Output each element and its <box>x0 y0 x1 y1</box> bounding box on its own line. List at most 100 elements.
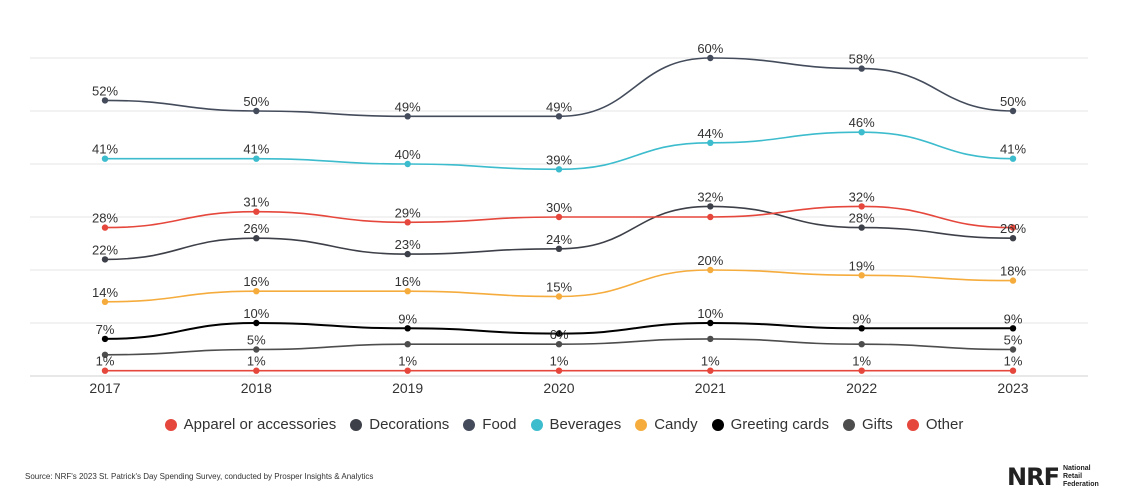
data-label-food: 58% <box>849 52 875 67</box>
nrf-logo: NRF National Retail Federation <box>1007 463 1099 491</box>
data-point-food <box>707 54 714 62</box>
data-label-greeting-cards: 9% <box>398 311 417 326</box>
data-label-greeting-cards: 7% <box>96 322 115 337</box>
x-tick-label: 2021 <box>695 380 726 396</box>
data-label-food: 52% <box>92 83 118 98</box>
legend: Apparel or accessories Decorations Food Bev… <box>0 416 1128 433</box>
legend-label: Greeting cards <box>730 416 829 433</box>
data-label-other: 29% <box>395 205 421 220</box>
x-tick-label: 2018 <box>241 380 272 396</box>
data-label-food: 49% <box>395 99 421 114</box>
data-point-apparel-or-accessories <box>707 367 714 374</box>
data-point-greeting-cards <box>858 325 865 332</box>
series-points <box>101 54 1017 374</box>
data-point-food <box>404 113 411 120</box>
data-label-candy: 18% <box>1000 264 1026 279</box>
data-label-decorations: 26% <box>1000 221 1026 236</box>
data-point-decorations <box>707 203 714 210</box>
data-label-beverages: 41% <box>92 142 118 157</box>
data-label-beverages: 40% <box>395 147 421 162</box>
data-label-other: 30% <box>546 200 572 215</box>
data-label-candy: 16% <box>395 274 421 289</box>
data-point-beverages <box>555 166 563 173</box>
data-point-other <box>101 224 109 231</box>
data-label-other: 32% <box>849 189 875 204</box>
x-tick-label: 2019 <box>392 380 423 396</box>
data-label-decorations: 24% <box>546 232 572 247</box>
data-label-beverages: 41% <box>1000 142 1026 157</box>
data-point-apparel-or-accessories <box>858 367 865 374</box>
data-point-beverages <box>858 129 865 136</box>
data-label-food: 50% <box>1000 94 1026 109</box>
data-label-food: 49% <box>546 99 572 114</box>
data-point-other <box>707 213 714 221</box>
data-point-candy <box>404 288 411 295</box>
data-point-candy <box>555 293 563 300</box>
legend-label: Gifts <box>861 416 893 433</box>
legend-swatch <box>164 418 177 431</box>
data-label-decorations: 26% <box>243 221 269 236</box>
legend-item: Beverages <box>530 416 621 433</box>
legend-item: Food <box>463 416 517 433</box>
data-label-apparel-or-accessories: 1% <box>96 354 115 369</box>
data-label-decorations: 32% <box>697 189 723 204</box>
x-tick-label: 2023 <box>997 380 1028 396</box>
data-label-candy: 16% <box>243 274 269 289</box>
legend-swatch <box>711 418 724 431</box>
data-point-gifts <box>555 341 563 348</box>
data-point-gifts <box>101 351 109 358</box>
legend-item: Candy <box>635 416 698 433</box>
data-point-greeting-cards <box>253 319 260 327</box>
data-label-decorations: 28% <box>849 211 875 226</box>
data-label-apparel-or-accessories: 1% <box>852 354 871 369</box>
data-label-greeting-cards: 10% <box>697 306 723 321</box>
data-label-apparel-or-accessories: 1% <box>550 354 569 369</box>
data-label-beverages: 39% <box>546 152 572 167</box>
data-label-candy: 15% <box>546 280 572 295</box>
data-point-other <box>1009 224 1017 231</box>
data-point-gifts <box>707 335 714 343</box>
legend-item: Greeting cards <box>711 416 829 433</box>
logo-text: National Retail Federation <box>1062 465 1099 488</box>
data-point-apparel-or-accessories <box>101 367 109 374</box>
legend-label: Decorations <box>369 416 450 433</box>
legend-label: Food <box>482 416 517 433</box>
legend-swatch <box>530 418 543 431</box>
data-point-apparel-or-accessories <box>555 367 563 374</box>
x-axis-ticks: 2017 2018 2019 2020 2021 2022 2023 <box>89 380 1028 396</box>
data-label-beverages: 46% <box>849 115 875 130</box>
gridlines <box>30 57 1088 377</box>
data-point-other <box>555 213 563 221</box>
data-label-greeting-cards: 10% <box>243 306 269 321</box>
data-point-decorations <box>404 250 411 258</box>
logo-mark: NRF <box>1007 463 1060 491</box>
data-point-greeting-cards <box>1009 325 1017 332</box>
data-point-candy <box>858 272 865 279</box>
data-label-gifts: 6% <box>550 327 569 342</box>
legend-item: Apparel or accessories <box>164 416 337 433</box>
data-point-gifts <box>253 346 260 353</box>
data-label-gifts: 5% <box>1004 333 1023 348</box>
legend-item: Other <box>906 416 963 433</box>
data-point-gifts <box>858 341 865 348</box>
data-point-decorations <box>101 256 109 263</box>
data-point-apparel-or-accessories <box>253 367 260 374</box>
data-label-apparel-or-accessories: 1% <box>398 354 417 369</box>
legend-label: Apparel or accessories <box>183 416 337 433</box>
data-point-gifts <box>404 341 411 348</box>
data-label-decorations: 23% <box>395 237 421 252</box>
data-label-gifts: 5% <box>247 333 266 348</box>
data-point-food <box>555 113 563 120</box>
data-point-other <box>858 203 865 210</box>
data-label-candy: 19% <box>849 258 875 273</box>
data-point-gifts <box>1009 346 1017 353</box>
legend-item: Decorations <box>350 416 449 433</box>
data-label-decorations: 22% <box>92 242 118 257</box>
data-point-beverages <box>1009 155 1017 162</box>
data-point-food <box>253 107 260 115</box>
x-tick-label: 2020 <box>543 380 574 396</box>
data-point-greeting-cards <box>707 319 714 327</box>
data-label-other: 28% <box>92 211 118 226</box>
legend-item: Gifts <box>842 416 893 433</box>
